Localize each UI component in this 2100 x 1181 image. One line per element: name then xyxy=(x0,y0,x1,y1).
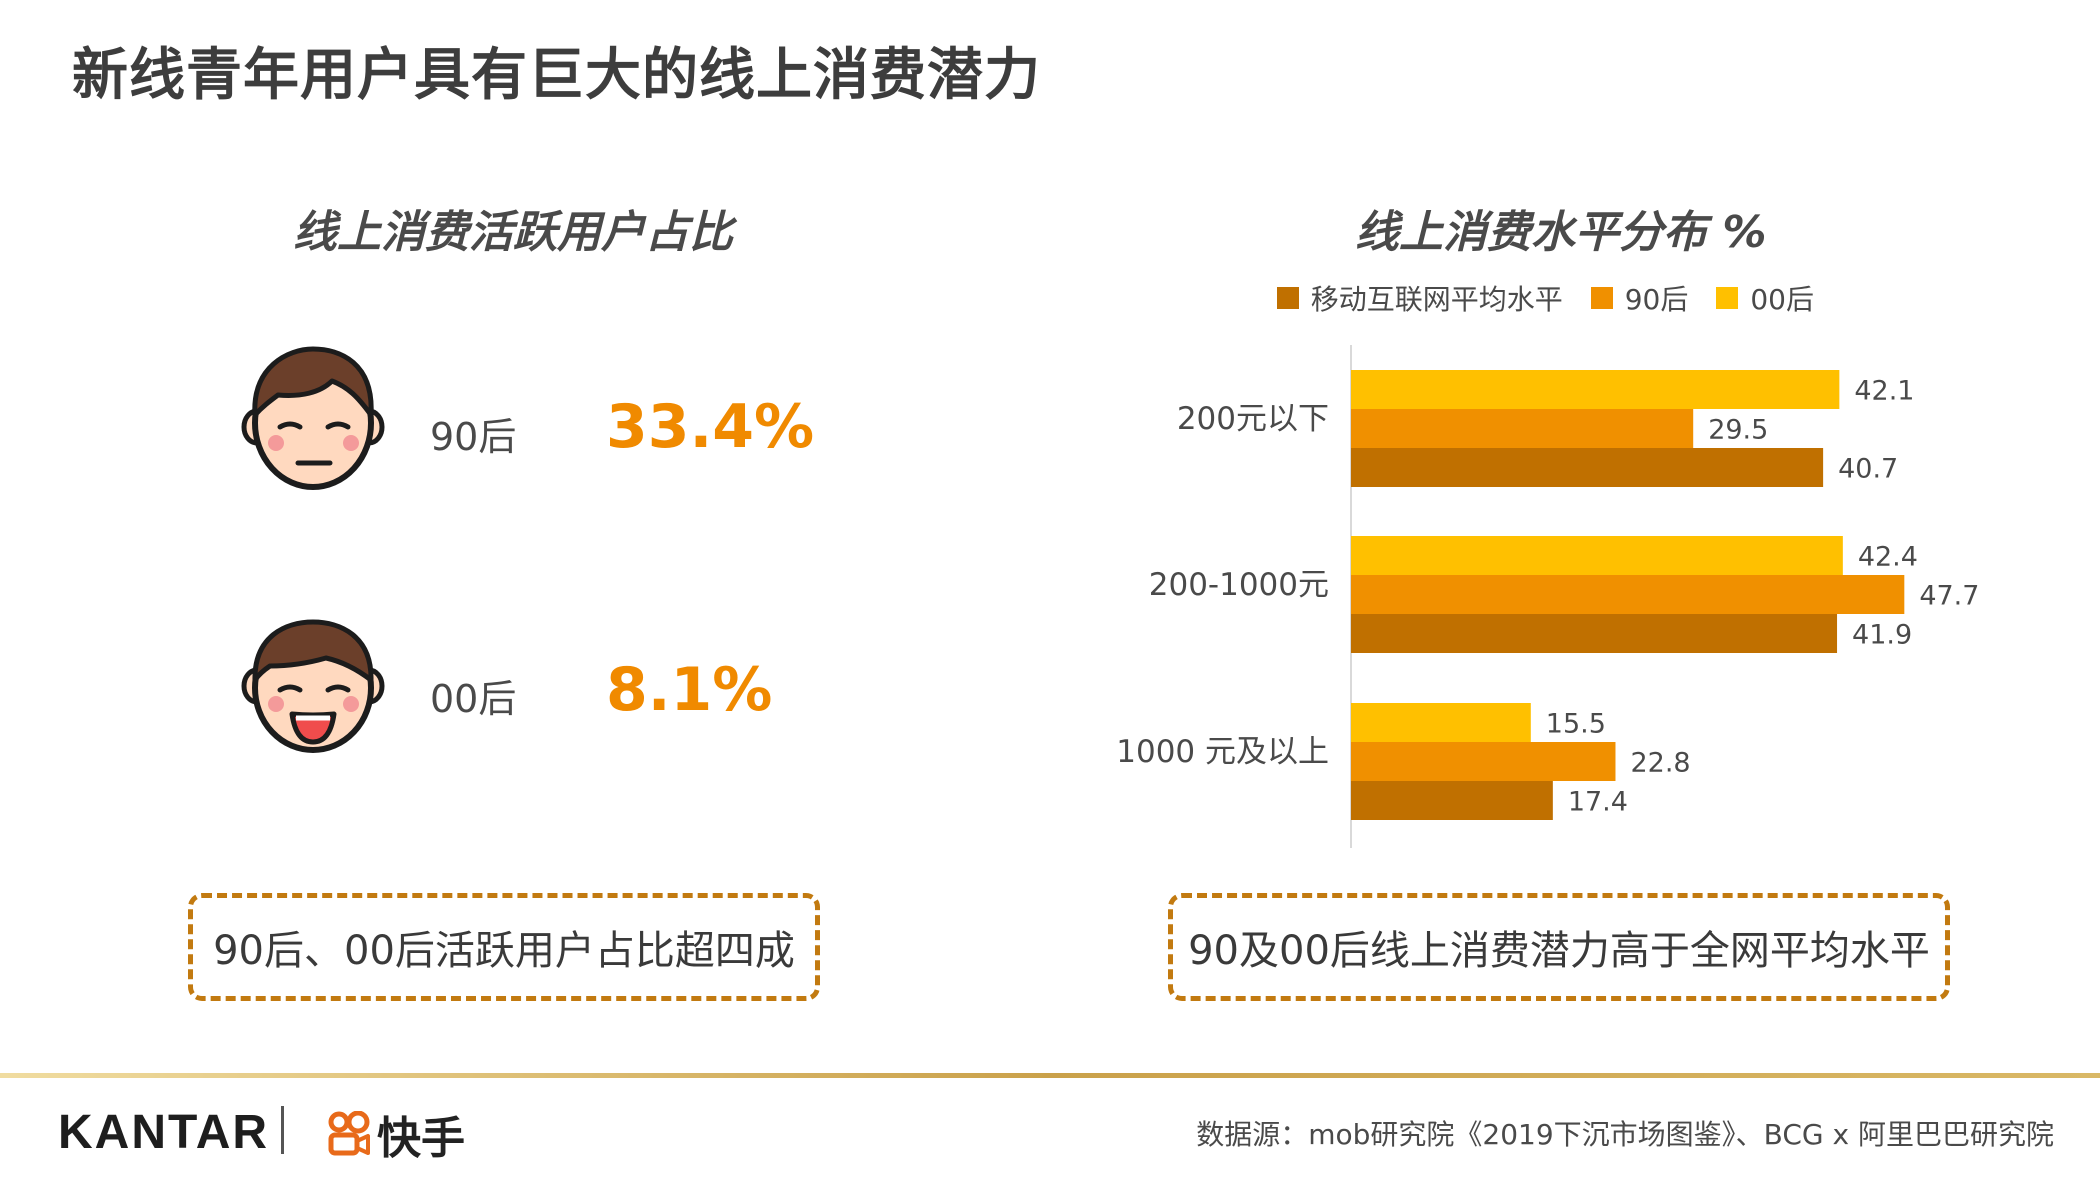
bar-value-label: 17.4 xyxy=(1568,787,1628,818)
kantar-logo: KANTAR xyxy=(58,1106,270,1159)
data-source: 数据源：mob研究院《2019下沉市场图鉴》、BCG x 阿里巴巴研究院 xyxy=(1196,1118,2054,1151)
legend-swatch-avg xyxy=(1276,287,1299,309)
bar-value-label: 22.8 xyxy=(1630,748,1690,779)
legend-swatch-00s xyxy=(1716,287,1739,309)
legend-item-avg: 移动互联网平均水平 xyxy=(1276,278,1563,318)
category-label: 1000 元及以上 xyxy=(1116,734,1329,770)
face-00s-icon xyxy=(241,619,385,753)
bar-value-label: 29.5 xyxy=(1708,415,1768,446)
face-90s-icon xyxy=(241,346,385,490)
legend-label-avg: 移动互联网平均水平 xyxy=(1310,283,1563,316)
bar-90s xyxy=(1351,575,1905,614)
kuaishou-logo: 快手 xyxy=(327,1102,465,1166)
bar-00s xyxy=(1351,703,1531,742)
legend-label-90s: 90后 xyxy=(1624,283,1689,316)
pct-00s: 8.1% xyxy=(606,655,773,725)
footer-divider xyxy=(0,1073,2100,1078)
bar-avg xyxy=(1351,614,1838,653)
pct-90s: 33.4% xyxy=(606,392,815,462)
bar-value-label: 42.1 xyxy=(1854,376,1914,407)
kuaishou-icon xyxy=(328,1111,370,1156)
right-callout: 90及00后线上消费潜力高于全网平均水平 xyxy=(1168,893,1950,1001)
bar-avg xyxy=(1351,448,1824,487)
bar-avg xyxy=(1351,781,1553,820)
page-title: 新线青年用户具有巨大的线上消费潜力 xyxy=(72,43,1041,108)
bar-90s xyxy=(1351,409,1694,448)
group-label-90s: 90后 xyxy=(430,415,517,459)
bar-value-label: 41.9 xyxy=(1852,620,1912,651)
category-label: 200元以下 xyxy=(1177,401,1329,437)
logo-separator xyxy=(281,1106,284,1154)
group-label-00s: 00后 xyxy=(430,677,517,721)
chart-title: 线上消费水平分布 % xyxy=(1355,207,1767,258)
bar-chart: 200元以下 42.1 29.5 40.7 200-1000元 42.447.741.9 1… xyxy=(1116,345,1979,848)
chart-legend: 移动互联网平均水平 90后 00后 xyxy=(1276,278,1830,318)
legend-label-00s: 00后 xyxy=(1750,283,1814,316)
category-label: 200-1000元 xyxy=(1149,567,1329,603)
left-panel-title: 线上消费活跃用户占比 xyxy=(293,207,733,258)
bar-value-label: 47.7 xyxy=(1919,581,1979,612)
legend-item-90s: 90后 xyxy=(1590,278,1689,318)
left-callout: 90后、00后活跃用户占比超四成 xyxy=(188,893,820,1001)
bar-90s xyxy=(1351,742,1616,781)
left-callout-text: 90后、00后活跃用户占比超四成 xyxy=(213,928,795,974)
legend-swatch-90s xyxy=(1590,287,1613,309)
right-callout-text: 90及00后线上消费潜力高于全网平均水平 xyxy=(1188,928,1930,974)
bar-value-label: 15.5 xyxy=(1546,709,1606,740)
bar-value-label: 42.4 xyxy=(1858,542,1918,573)
bar-value-label: 40.7 xyxy=(1838,454,1898,485)
legend-item-00s: 00后 xyxy=(1716,278,1814,318)
kuaishou-text: 快手 xyxy=(377,1113,465,1164)
bar-00s xyxy=(1351,370,1840,409)
bar-00s xyxy=(1351,536,1843,575)
